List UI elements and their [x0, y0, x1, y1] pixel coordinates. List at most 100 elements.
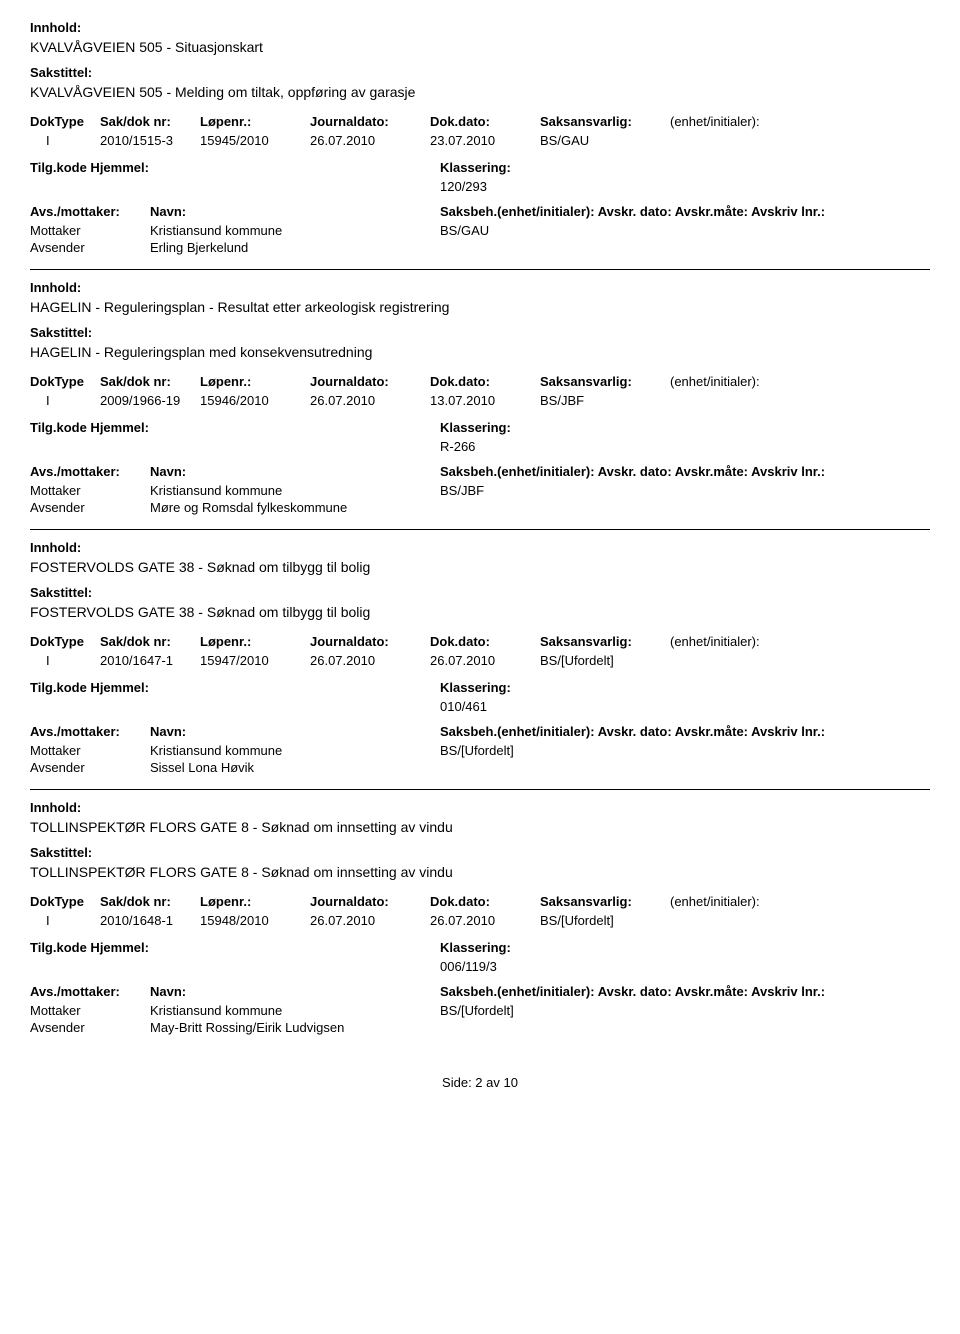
journaldato-header: Journaldato:: [310, 634, 430, 649]
lopenr-value: 15945/2010: [200, 133, 310, 148]
doktype-value: I: [30, 393, 100, 408]
avsender-role: Avsender: [30, 240, 150, 255]
doktype-header: DokType: [30, 894, 100, 909]
avsender-ref: [440, 240, 930, 255]
saksansvarlig-header: Saksansvarlig:: [540, 894, 670, 909]
mottaker-name: Kristiansund kommune: [150, 1003, 440, 1018]
sakdok-value: 2010/1647-1: [100, 653, 200, 668]
sakstittel-label: Sakstittel:: [30, 845, 930, 860]
mottaker-role: Mottaker: [30, 223, 150, 238]
journaldato-value: 26.07.2010: [310, 133, 430, 148]
journaldato-header: Journaldato:: [310, 374, 430, 389]
hjemmel-label: Tilg.kode Hjemmel:: [30, 160, 440, 175]
metadata-header: DokType Sak/dok nr: Løpenr.: Journaldato…: [30, 374, 930, 389]
page-footer: Side: 2 av 10: [30, 1075, 930, 1090]
hjemmel-label: Tilg.kode Hjemmel:: [30, 420, 440, 435]
hjemmel-row: Tilg.kode Hjemmel: Klassering:: [30, 940, 930, 955]
klassering-label: Klassering:: [440, 420, 930, 435]
hjemmel-label: Tilg.kode Hjemmel:: [30, 940, 440, 955]
mottaker-name: Kristiansund kommune: [150, 223, 440, 238]
sakdok-header: Sak/dok nr:: [100, 374, 200, 389]
mottaker-ref: BS/GAU: [440, 223, 930, 238]
saksbeh-header-row: Avs./mottaker: Navn: Saksbeh.(enhet/init…: [30, 204, 930, 219]
avsmottaker-label: Avs./mottaker:: [30, 464, 150, 479]
sakstittel-text: FOSTERVOLDS GATE 38 - Søknad om tilbygg …: [30, 604, 930, 620]
avsender-row: Avsender Sissel Lona Høvik: [30, 760, 930, 775]
saksansvarlig-header: Saksansvarlig:: [540, 114, 670, 129]
enhet-value: [670, 653, 820, 668]
lopenr-value: 15948/2010: [200, 913, 310, 928]
lopenr-header: Løpenr.:: [200, 634, 310, 649]
doktype-header: DokType: [30, 374, 100, 389]
enhet-header: (enhet/initialer):: [670, 374, 820, 389]
innhold-text: TOLLINSPEKTØR FLORS GATE 8 - Søknad om i…: [30, 819, 930, 835]
saksansvarlig-value: BS/GAU: [540, 133, 670, 148]
avsender-row: Avsender May-Britt Rossing/Eirik Ludvigs…: [30, 1020, 930, 1035]
saksbeh-header-row: Avs./mottaker: Navn: Saksbeh.(enhet/init…: [30, 464, 930, 479]
journaldato-value: 26.07.2010: [310, 653, 430, 668]
saksbeh-label: Saksbeh.(enhet/initialer): Avskr. dato: …: [440, 204, 930, 219]
sakstittel-label: Sakstittel:: [30, 325, 930, 340]
sakdok-value: 2010/1648-1: [100, 913, 200, 928]
innhold-label: Innhold:: [30, 280, 930, 295]
enhet-header: (enhet/initialer):: [670, 114, 820, 129]
lopenr-header: Løpenr.:: [200, 894, 310, 909]
saksbeh-header-row: Avs./mottaker: Navn: Saksbeh.(enhet/init…: [30, 984, 930, 999]
hjemmel-row: Tilg.kode Hjemmel: Klassering:: [30, 420, 930, 435]
lopenr-value: 15946/2010: [200, 393, 310, 408]
metadata-values: I 2010/1647-1 15947/2010 26.07.2010 26.0…: [30, 653, 930, 668]
enhet-value: [670, 913, 820, 928]
saksbeh-label: Saksbeh.(enhet/initialer): Avskr. dato: …: [440, 984, 930, 999]
mottaker-row: Mottaker Kristiansund kommune BS/GAU: [30, 223, 930, 238]
saksansvarlig-value: BS/JBF: [540, 393, 670, 408]
avsender-name: Møre og Romsdal fylkeskommune: [150, 500, 440, 515]
doktype-header: DokType: [30, 114, 100, 129]
metadata-header: DokType Sak/dok nr: Løpenr.: Journaldato…: [30, 894, 930, 909]
dokdato-header: Dok.dato:: [430, 374, 540, 389]
journaldato-header: Journaldato:: [310, 114, 430, 129]
avsender-ref: [440, 760, 930, 775]
metadata-header: DokType Sak/dok nr: Løpenr.: Journaldato…: [30, 634, 930, 649]
avsender-row: Avsender Erling Bjerkelund: [30, 240, 930, 255]
enhet-value: [670, 133, 820, 148]
dokdato-header: Dok.dato:: [430, 114, 540, 129]
mottaker-role: Mottaker: [30, 1003, 150, 1018]
lopenr-header: Løpenr.:: [200, 374, 310, 389]
doktype-header: DokType: [30, 634, 100, 649]
doktype-value: I: [30, 653, 100, 668]
saksansvarlig-value: BS/[Ufordelt]: [540, 913, 670, 928]
saksbeh-label: Saksbeh.(enhet/initialer): Avskr. dato: …: [440, 464, 930, 479]
journaldato-header: Journaldato:: [310, 894, 430, 909]
saksansvarlig-header: Saksansvarlig:: [540, 634, 670, 649]
metadata-values: I 2010/1515-3 15945/2010 26.07.2010 23.0…: [30, 133, 930, 148]
journal-record: Innhold: HAGELIN - Reguleringsplan - Res…: [30, 280, 930, 515]
sakdok-header: Sak/dok nr:: [100, 634, 200, 649]
klassering-value: 120/293: [30, 179, 930, 194]
journal-record: Innhold: KVALVÅGVEIEN 505 - Situasjonska…: [30, 20, 930, 255]
mottaker-name: Kristiansund kommune: [150, 743, 440, 758]
avsender-role: Avsender: [30, 760, 150, 775]
record-divider: [30, 529, 930, 530]
sakstittel-label: Sakstittel:: [30, 585, 930, 600]
metadata-values: I 2010/1648-1 15948/2010 26.07.2010 26.0…: [30, 913, 930, 928]
innhold-text: KVALVÅGVEIEN 505 - Situasjonskart: [30, 39, 930, 55]
innhold-text: FOSTERVOLDS GATE 38 - Søknad om tilbygg …: [30, 559, 930, 575]
enhet-header: (enhet/initialer):: [670, 894, 820, 909]
avsender-role: Avsender: [30, 1020, 150, 1035]
avsender-role: Avsender: [30, 500, 150, 515]
avsender-name: May-Britt Rossing/Eirik Ludvigsen: [150, 1020, 440, 1035]
sakdok-header: Sak/dok nr:: [100, 114, 200, 129]
hjemmel-row: Tilg.kode Hjemmel: Klassering:: [30, 160, 930, 175]
avsender-row: Avsender Møre og Romsdal fylkeskommune: [30, 500, 930, 515]
avsmottaker-label: Avs./mottaker:: [30, 204, 150, 219]
klassering-label: Klassering:: [440, 160, 930, 175]
doktype-value: I: [30, 913, 100, 928]
saksbeh-header-row: Avs./mottaker: Navn: Saksbeh.(enhet/init…: [30, 724, 930, 739]
journaldato-value: 26.07.2010: [310, 913, 430, 928]
mottaker-name: Kristiansund kommune: [150, 483, 440, 498]
journal-record: Innhold: FOSTERVOLDS GATE 38 - Søknad om…: [30, 540, 930, 775]
avsender-ref: [440, 500, 930, 515]
mottaker-row: Mottaker Kristiansund kommune BS/[Uforde…: [30, 1003, 930, 1018]
sakstittel-text: KVALVÅGVEIEN 505 - Melding om tiltak, op…: [30, 84, 930, 100]
metadata-header: DokType Sak/dok nr: Løpenr.: Journaldato…: [30, 114, 930, 129]
